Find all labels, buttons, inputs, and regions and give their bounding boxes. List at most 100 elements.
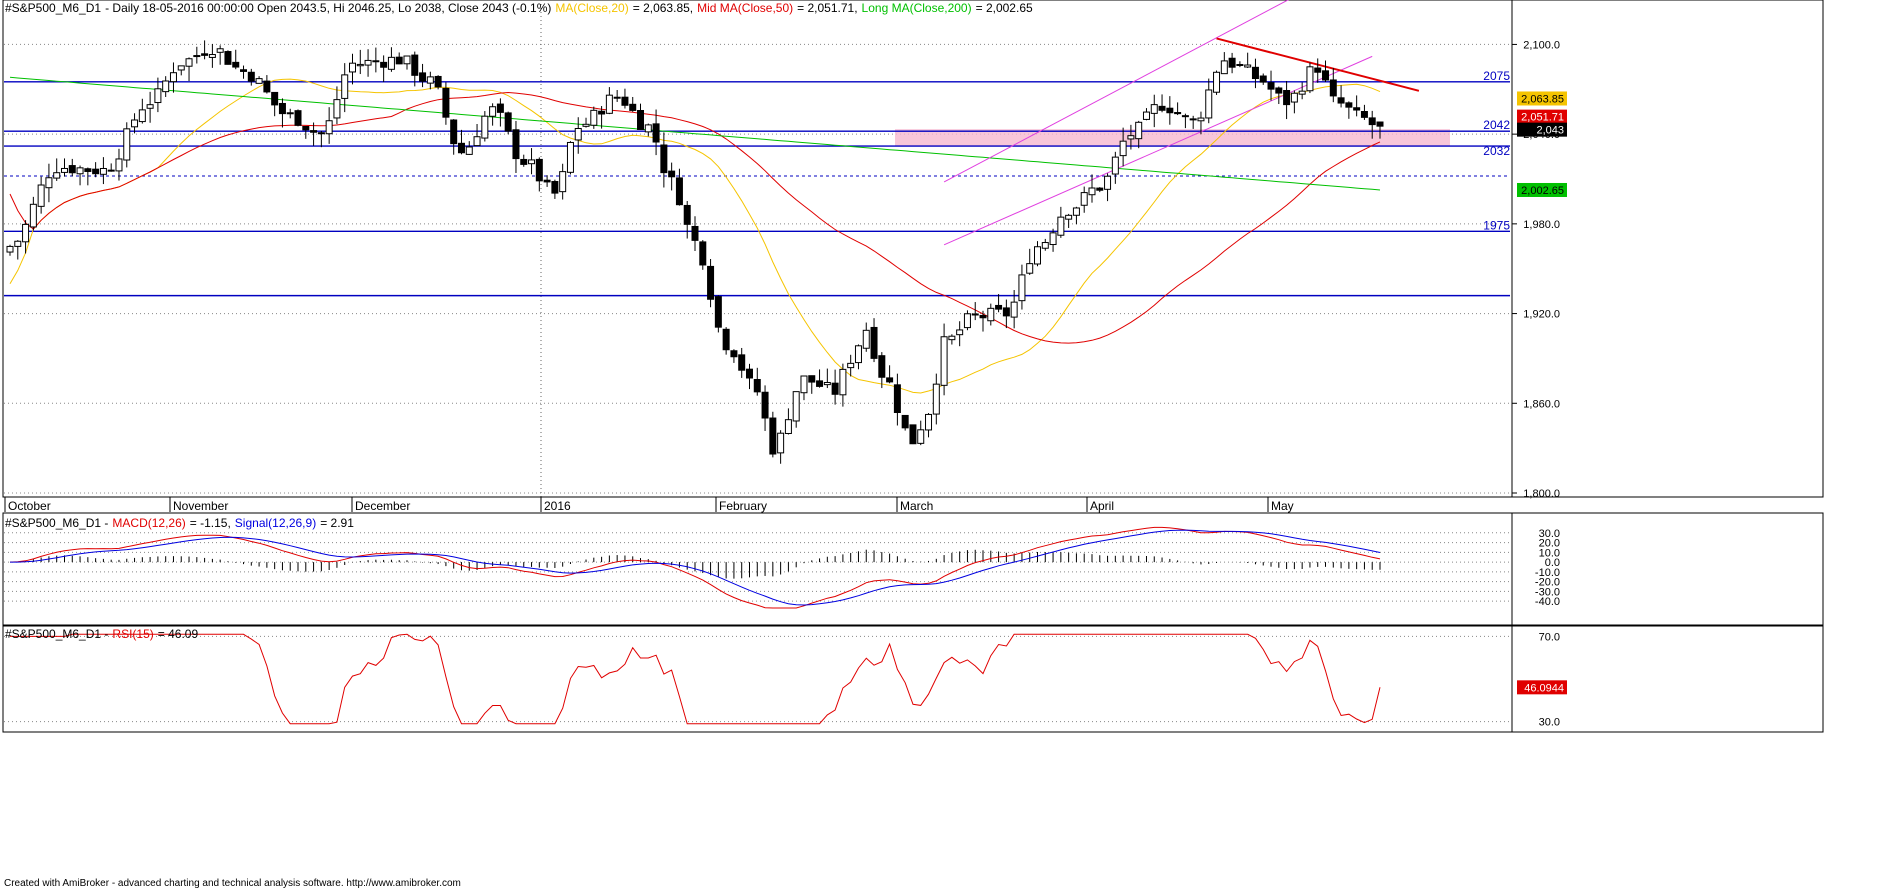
candle-body bbox=[1018, 274, 1026, 302]
candle-body bbox=[1337, 97, 1345, 104]
price-tick-label: 1,800.0 bbox=[1523, 488, 1560, 500]
candle-body bbox=[481, 115, 489, 139]
candle-body bbox=[979, 314, 987, 319]
candle-body bbox=[177, 65, 185, 71]
price-tag-box bbox=[1517, 109, 1567, 124]
candle-body bbox=[457, 142, 465, 154]
candle-body bbox=[271, 91, 279, 106]
candle bbox=[559, 163, 567, 200]
candle bbox=[979, 310, 987, 332]
candle-body bbox=[92, 168, 100, 175]
candle-body bbox=[302, 125, 310, 131]
candle-body bbox=[387, 56, 395, 70]
candle bbox=[29, 196, 37, 231]
candle-body bbox=[123, 128, 131, 161]
candle-body bbox=[14, 240, 22, 247]
candle-body bbox=[566, 141, 574, 173]
header-info: - Daily 18-05-2016 00:00:00 Open 2043.5,… bbox=[105, 1, 551, 15]
candle bbox=[162, 76, 170, 97]
candle bbox=[185, 57, 193, 82]
candle bbox=[917, 420, 925, 446]
candle bbox=[512, 120, 520, 174]
candle bbox=[1376, 121, 1384, 139]
candle bbox=[364, 49, 372, 77]
candle-body bbox=[232, 61, 240, 68]
candle-body bbox=[1142, 111, 1150, 120]
candle-body bbox=[870, 326, 878, 359]
candle bbox=[123, 122, 131, 168]
candle-body bbox=[496, 103, 504, 113]
candle-body bbox=[1360, 111, 1368, 118]
candle bbox=[738, 347, 746, 378]
candle-body bbox=[278, 102, 286, 115]
macd-panel-frame bbox=[2, 512, 1824, 626]
candle-body bbox=[247, 71, 255, 82]
candle-body bbox=[1111, 156, 1119, 175]
candle bbox=[1290, 90, 1298, 114]
candle bbox=[792, 391, 800, 428]
candle-body bbox=[294, 110, 302, 126]
candle bbox=[1251, 58, 1259, 89]
price-grid bbox=[4, 0, 1510, 497]
candle bbox=[660, 132, 668, 188]
candle-body bbox=[419, 72, 427, 82]
date-tick-label: April bbox=[1090, 499, 1114, 513]
rsi-tick-label: 70.0 bbox=[1539, 631, 1560, 643]
price-tick-label: 1,920.0 bbox=[1523, 309, 1560, 321]
candle bbox=[932, 373, 940, 425]
candle-body bbox=[333, 99, 341, 119]
candle-body bbox=[45, 177, 53, 189]
date-axis: October November December 2016 February March… bbox=[3, 496, 1823, 513]
candle bbox=[995, 294, 1003, 313]
candle-body bbox=[1275, 87, 1283, 94]
price-tag-box bbox=[1517, 122, 1567, 137]
candle bbox=[878, 352, 886, 389]
candle bbox=[925, 413, 933, 438]
candle bbox=[823, 368, 831, 389]
candle-body bbox=[1306, 66, 1314, 92]
candle-body bbox=[1088, 187, 1096, 196]
candle-body bbox=[1251, 66, 1259, 80]
candle bbox=[800, 375, 808, 401]
candle bbox=[722, 327, 730, 355]
macd-header-label: MACD(12,26) bbox=[112, 516, 185, 530]
candle-body bbox=[37, 184, 45, 207]
price-axis: 1,800.01,860.01,920.01,980.02,040.02,100… bbox=[1511, 0, 1560, 500]
candle-body bbox=[1104, 175, 1112, 190]
candle bbox=[84, 167, 92, 186]
candle-body bbox=[963, 313, 971, 329]
candle bbox=[341, 63, 349, 113]
candle-body bbox=[138, 109, 146, 123]
candle-body bbox=[854, 345, 862, 364]
candle bbox=[520, 154, 528, 167]
candle-body bbox=[1002, 307, 1010, 317]
candle-body bbox=[808, 375, 816, 383]
candle bbox=[808, 375, 816, 394]
candle bbox=[598, 106, 606, 129]
candle-body bbox=[1065, 214, 1073, 220]
candle-body bbox=[1290, 92, 1298, 103]
candle bbox=[699, 240, 707, 270]
candle-body bbox=[380, 61, 388, 68]
price-tag: 2,063.85 bbox=[1517, 91, 1567, 106]
candle-body bbox=[925, 413, 933, 431]
candle bbox=[1353, 95, 1361, 117]
candle-body bbox=[356, 63, 364, 67]
candle-body bbox=[22, 223, 30, 243]
candle-body bbox=[1376, 121, 1384, 127]
candle bbox=[146, 91, 154, 123]
candle-body bbox=[411, 54, 419, 76]
header-ma50-label: Mid MA(Close,50) bbox=[697, 1, 793, 15]
candle-body bbox=[169, 72, 177, 83]
candle bbox=[1049, 228, 1057, 252]
macd-tick-label: 10.0 bbox=[1539, 547, 1560, 559]
candle-body bbox=[535, 158, 543, 182]
rsi-tag-label: 46.0944 bbox=[1524, 682, 1564, 694]
candle bbox=[730, 349, 738, 363]
candle-body bbox=[1150, 104, 1158, 114]
candle-body bbox=[1026, 263, 1034, 274]
candle bbox=[224, 50, 232, 65]
candle bbox=[621, 88, 629, 109]
price-panel-frame bbox=[2, 0, 1824, 498]
candle bbox=[1329, 68, 1337, 103]
